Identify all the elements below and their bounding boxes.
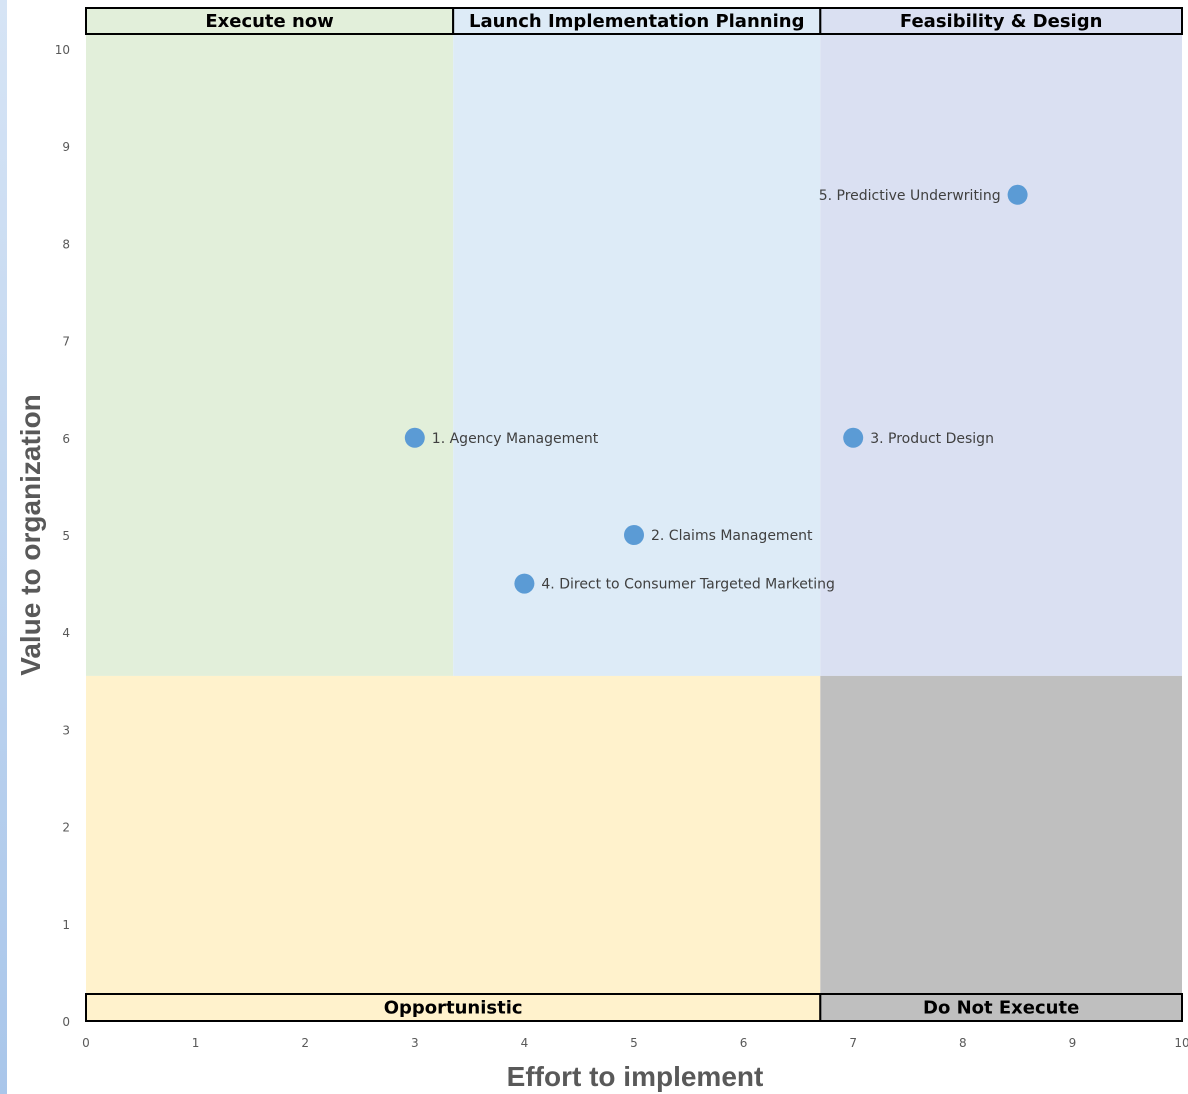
x-axis-ticks: 0 1 2 3 4 5 6 7 8 9 10 xyxy=(82,1036,1188,1050)
zone-backgrounds xyxy=(86,34,1182,1021)
x-tick-label: 5 xyxy=(630,1036,638,1050)
y-tick-label: 0 xyxy=(62,1015,70,1029)
data-point-2[interactable] xyxy=(624,525,644,545)
x-tick-label: 10 xyxy=(1174,1036,1188,1050)
x-tick-label: 9 xyxy=(1069,1036,1077,1050)
y-tick-label: 6 xyxy=(62,432,70,446)
y-tick-label: 1 xyxy=(62,918,70,932)
zone-5-label: Do Not Execute xyxy=(923,998,1079,1019)
x-tick-label: 8 xyxy=(959,1036,967,1050)
y-axis-title: Value to organization xyxy=(15,394,46,676)
x-tick-label: 2 xyxy=(301,1036,309,1050)
data-point-5[interactable] xyxy=(1007,184,1028,205)
data-point-2-label: 2. Claims Management xyxy=(651,528,813,544)
y-tick-label: 4 xyxy=(62,626,70,640)
data-point-3[interactable] xyxy=(843,427,864,448)
data-point-4[interactable] xyxy=(514,573,535,594)
data-point-1[interactable] xyxy=(404,427,425,448)
data-point-4-label: 4. Direct to Consumer Targeted Marketing xyxy=(541,577,835,593)
y-tick-label: 8 xyxy=(62,237,70,251)
data-point-1-label: 1. Agency Management xyxy=(432,431,599,447)
window-edge-strip xyxy=(0,0,7,1094)
y-tick-label: 5 xyxy=(62,529,70,543)
y-tick-label: 9 xyxy=(62,140,70,154)
x-tick-label: 4 xyxy=(521,1036,529,1050)
zone-1-label: Execute now xyxy=(205,11,334,32)
x-tick-label: 3 xyxy=(411,1036,419,1050)
y-tick-label: 10 xyxy=(55,43,70,57)
zone-2-label: Launch Implementation Planning xyxy=(469,11,804,32)
y-tick-label: 7 xyxy=(62,335,70,349)
x-tick-label: 7 xyxy=(849,1036,857,1050)
zone-5-background xyxy=(820,675,1182,1021)
zone-4-label: Opportunistic xyxy=(384,998,523,1019)
zone-4-background xyxy=(86,675,821,1021)
y-axis-ticks: 0 1 2 3 4 5 6 7 8 9 10 xyxy=(55,43,70,1029)
x-axis-title: Effort to implement xyxy=(507,1061,764,1092)
data-point-3-label: 3. Product Design xyxy=(870,431,994,447)
y-tick-label: 2 xyxy=(62,821,70,835)
x-tick-label: 6 xyxy=(740,1036,748,1050)
zone-5-label-box xyxy=(819,993,1183,1022)
zone-3-label: Feasibility & Design xyxy=(900,11,1103,32)
data-point-5-label: 5. Predictive Underwriting xyxy=(819,188,1001,204)
data-points: 1. Agency Management 2. Claims Management… xyxy=(404,184,1028,594)
x-tick-label: 0 xyxy=(82,1036,90,1050)
x-tick-label: 1 xyxy=(192,1036,200,1050)
zone-3-label-box xyxy=(819,7,1183,35)
y-tick-label: 3 xyxy=(62,723,70,737)
zone-4-label-box xyxy=(85,993,822,1022)
zone-header-labels: Execute now Launch Implementation Plannin… xyxy=(85,7,1183,1022)
zone-1-background xyxy=(86,34,454,676)
zone-2-background xyxy=(453,34,821,676)
zone-1-label-box xyxy=(85,7,455,35)
zone-3-background xyxy=(820,34,1182,676)
